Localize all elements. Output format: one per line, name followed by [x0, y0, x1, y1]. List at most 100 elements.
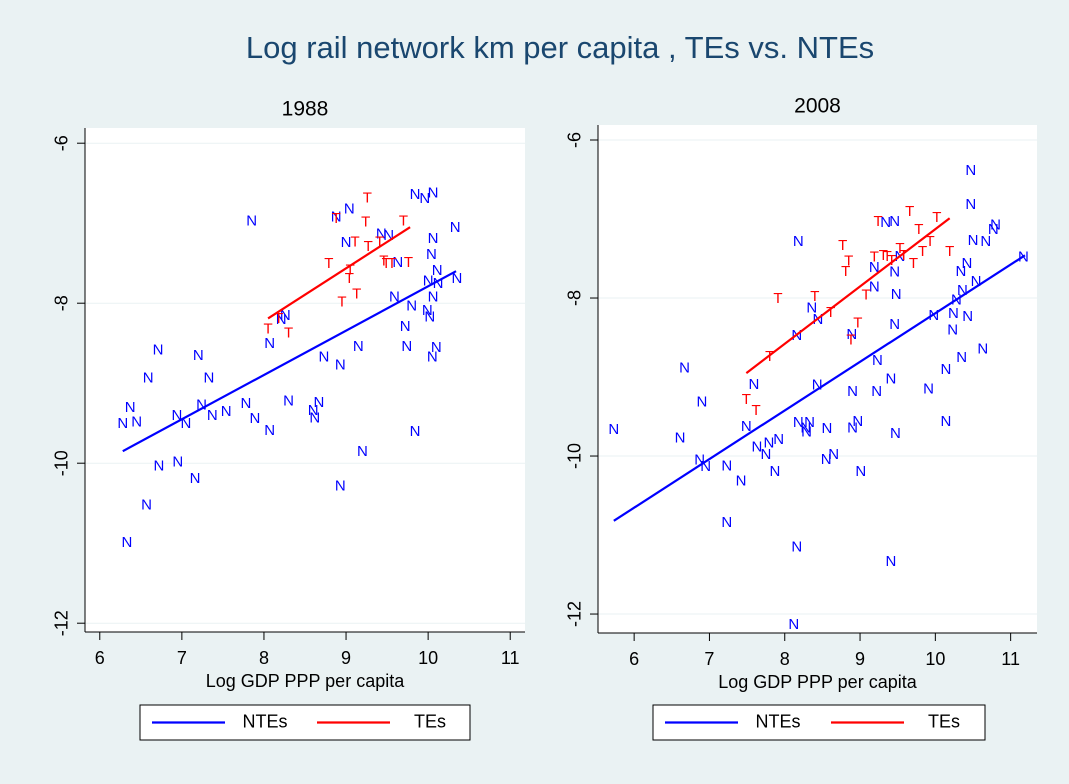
point-marker: N — [410, 186, 421, 203]
point-marker: N — [872, 352, 883, 369]
fit-line — [122, 270, 457, 453]
point-marker: N — [392, 254, 403, 271]
point-marker: N — [357, 443, 368, 460]
point-marker: N — [694, 452, 705, 469]
point-marker: N — [869, 279, 880, 296]
point-marker: N — [608, 421, 619, 438]
point-marker: N — [721, 457, 732, 474]
fit-line — [745, 217, 951, 374]
x-tick-label: 6 — [95, 648, 105, 668]
y-tick-label: -8 — [52, 295, 72, 311]
x-tick-label: 8 — [780, 649, 790, 669]
fit-line — [613, 254, 1026, 522]
y-tick-label: -6 — [565, 132, 585, 148]
point-marker: N — [400, 318, 411, 335]
x-tick-label: 9 — [855, 649, 865, 669]
point-marker: N — [736, 472, 747, 489]
point-marker: N — [240, 395, 251, 412]
legend-label: NTEs — [243, 711, 288, 731]
point-marker: N — [962, 308, 973, 325]
point-marker: N — [419, 190, 430, 207]
point-marker: N — [923, 381, 934, 398]
legend-label: TEs — [928, 711, 960, 731]
point-marker: T — [375, 233, 384, 250]
point-marker: N — [207, 407, 218, 424]
point-marker: N — [760, 446, 771, 463]
x-tick-label: 7 — [704, 649, 714, 669]
x-tick-label: 6 — [629, 649, 639, 669]
point-marker: N — [117, 415, 128, 432]
point-marker: T — [379, 253, 388, 270]
point-marker: N — [309, 409, 320, 426]
point-marker: T — [932, 209, 941, 226]
point-marker: N — [812, 377, 823, 394]
point-marker: N — [172, 453, 183, 470]
point-marker: N — [948, 305, 959, 322]
point-marker: N — [428, 230, 439, 247]
point-marker: N — [196, 397, 207, 414]
point-marker: N — [968, 232, 979, 249]
point-marker: T — [387, 255, 396, 272]
point-marker: T — [765, 348, 774, 365]
point-marker: N — [675, 430, 686, 447]
point-marker: N — [855, 463, 866, 480]
x-tick-label: 10 — [418, 648, 438, 668]
plot-area — [598, 125, 1037, 633]
point-marker: T — [284, 325, 293, 342]
point-marker: N — [428, 185, 439, 202]
point-marker: N — [308, 402, 319, 419]
x-axis-title: Log GDP PPP per capita — [718, 672, 917, 692]
point-marker: N — [957, 282, 968, 299]
point-marker: N — [410, 423, 421, 440]
point-marker: N — [821, 451, 832, 468]
point-marker: N — [121, 534, 132, 551]
point-marker: T — [350, 233, 359, 250]
point-marker: T — [826, 304, 835, 321]
point-marker: N — [172, 407, 183, 424]
point-marker: N — [793, 414, 804, 431]
y-tick-label: -12 — [52, 610, 72, 636]
x-tick-label: 11 — [501, 648, 520, 668]
panel-title: 1988 — [282, 98, 329, 121]
point-marker: T — [324, 255, 333, 272]
point-marker: T — [909, 255, 918, 272]
fit-line — [267, 226, 411, 320]
x-tick-label: 8 — [259, 648, 269, 668]
y-tick-label: -10 — [52, 450, 72, 476]
point-marker: T — [337, 293, 346, 310]
legend-label: TEs — [414, 711, 446, 731]
point-marker: N — [280, 307, 291, 324]
point-marker: T — [838, 237, 847, 254]
point-marker: N — [383, 227, 394, 244]
point-marker: N — [852, 413, 863, 430]
point-marker: N — [264, 422, 275, 439]
point-marker: N — [847, 383, 858, 400]
point-marker: N — [389, 289, 400, 306]
point-marker: N — [828, 446, 839, 463]
point-marker: N — [125, 399, 136, 416]
point-marker: N — [880, 214, 891, 231]
point-marker: N — [788, 616, 799, 633]
point-marker: N — [314, 394, 325, 411]
y-tick-label: -10 — [565, 443, 585, 469]
point-marker: N — [940, 361, 951, 378]
point-marker: N — [977, 340, 988, 357]
point-marker: N — [773, 431, 784, 448]
point-marker: N — [806, 299, 817, 316]
point-marker: N — [432, 262, 443, 279]
point-marker: N — [423, 273, 434, 290]
point-marker: N — [344, 201, 355, 218]
legend-label: NTEs — [756, 711, 801, 731]
point-marker: N — [791, 539, 802, 556]
point-marker: N — [801, 423, 812, 440]
point-marker: N — [426, 246, 437, 263]
point-marker: N — [965, 162, 976, 179]
point-marker: N — [376, 225, 387, 242]
point-marker: N — [947, 321, 958, 338]
point-marker: N — [250, 410, 261, 427]
point-marker: N — [748, 376, 759, 393]
point-marker: N — [424, 309, 435, 326]
point-marker: N — [741, 418, 752, 435]
point-marker: T — [905, 203, 914, 220]
